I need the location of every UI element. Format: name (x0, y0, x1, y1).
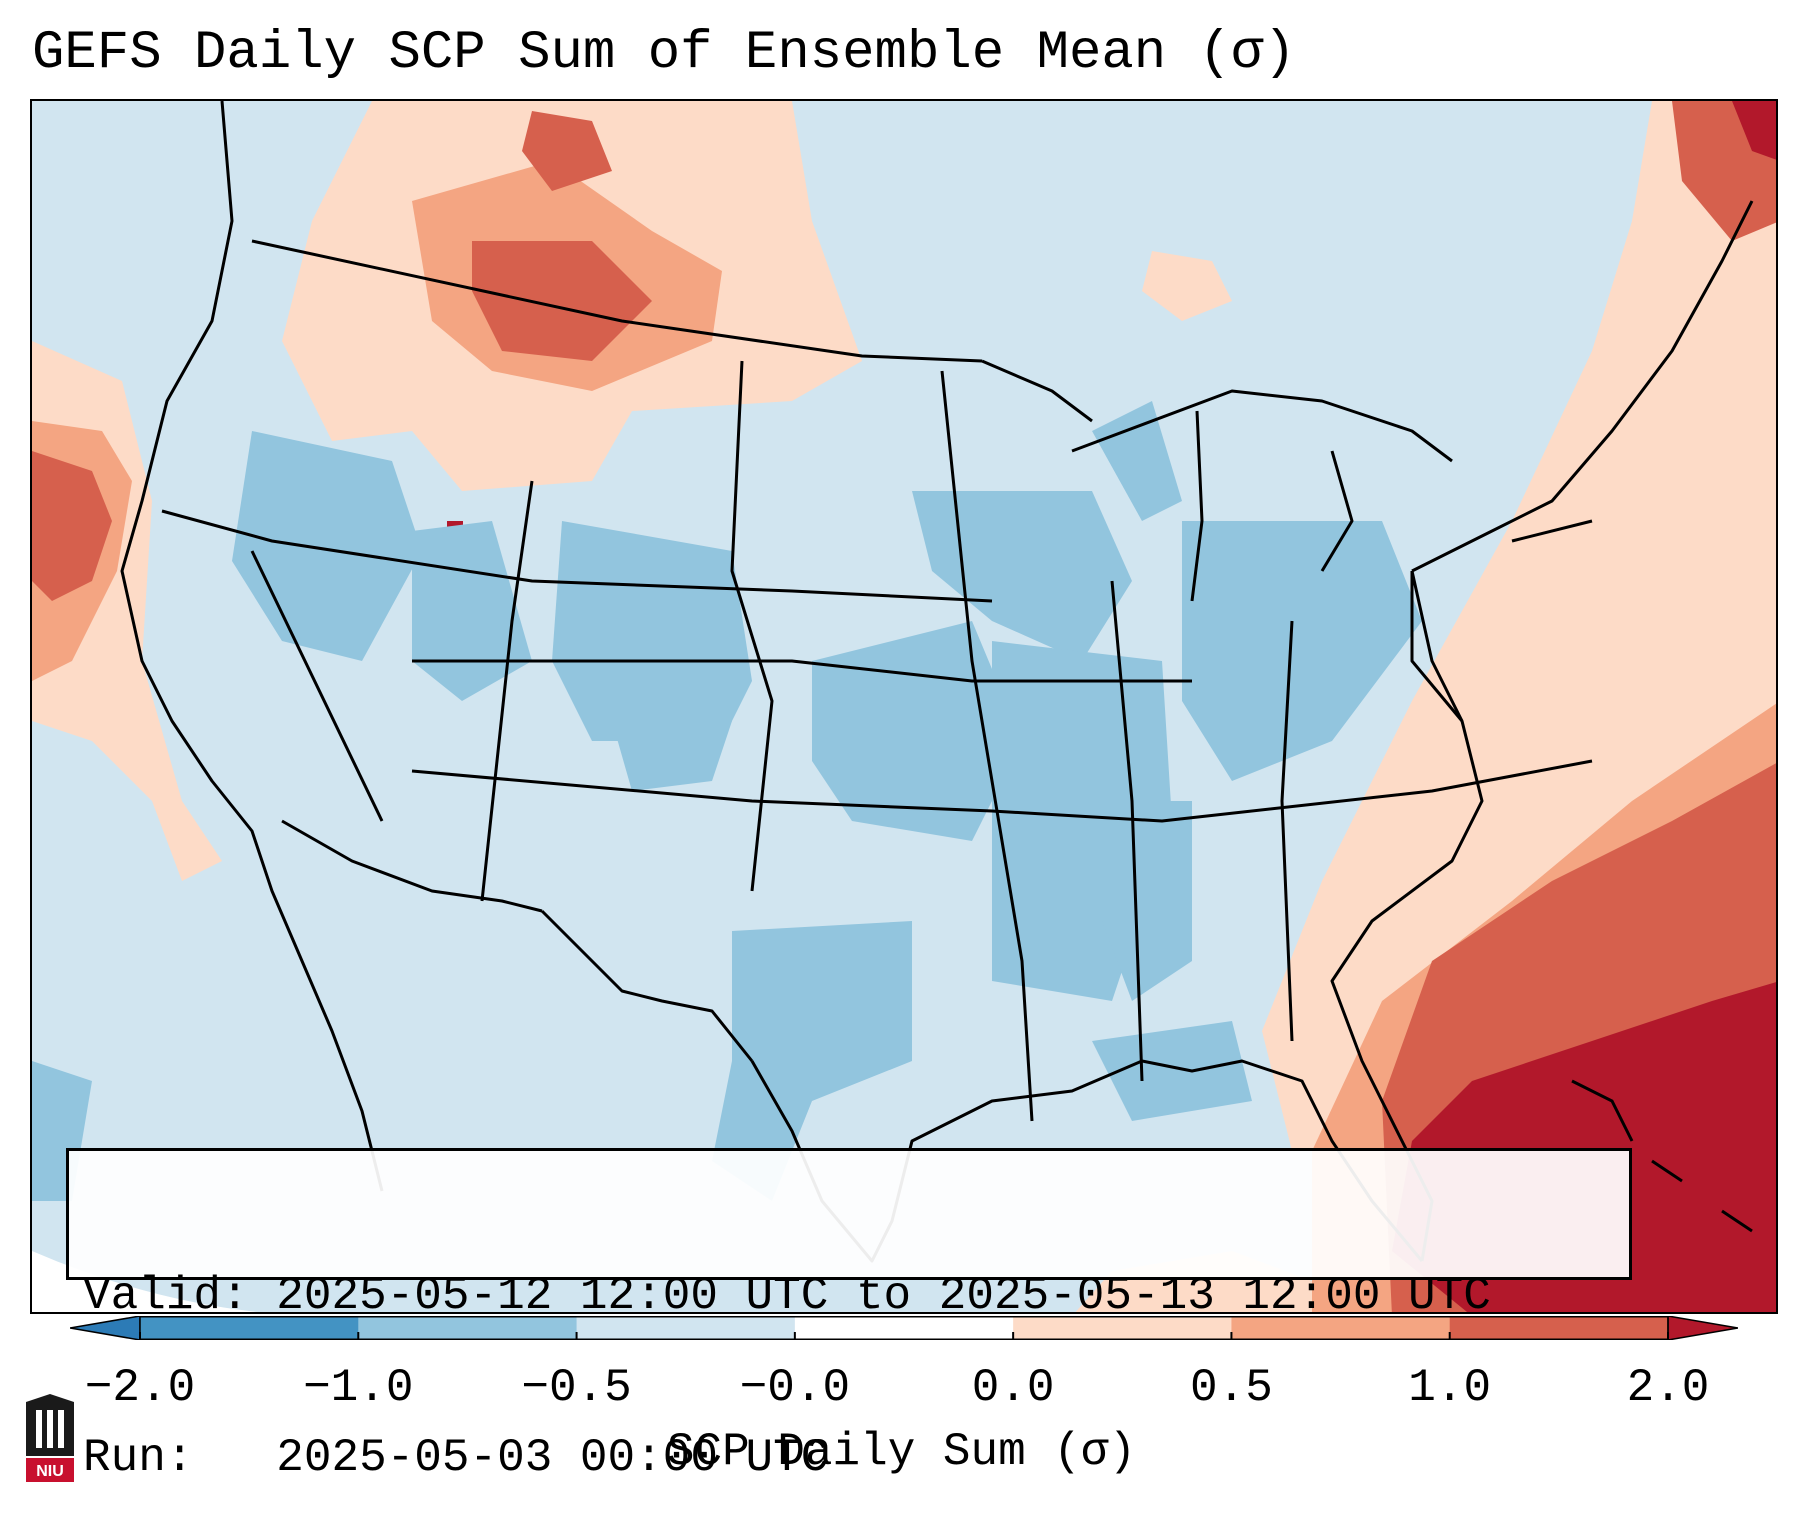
colorbar-bin (576, 1316, 796, 1340)
island-bahamas-3 (1721, 1209, 1753, 1233)
colorbar-tick-label: 0.5 (1190, 1362, 1273, 1414)
northeast-coast (1411, 200, 1754, 573)
logo-text: NIU (36, 1463, 64, 1480)
minnesota-border (981, 359, 1093, 423)
state-line-col-4 (1110, 580, 1144, 1082)
us-mexico-border-east (540, 909, 754, 1062)
state-line-col-3 (940, 370, 1034, 1122)
region-gulf-low (1092, 1021, 1252, 1121)
colorbar-label: SCP Daily Sum (σ) (666, 1426, 1137, 1478)
region-pacific-strong (32, 451, 112, 601)
colorbar-bin (794, 1316, 1014, 1340)
state-line-col-6 (1410, 571, 1464, 722)
region-kansas-oklahoma-low (812, 621, 1022, 841)
run-label: Run: (83, 1432, 194, 1484)
region-wisconsin-low (1092, 401, 1182, 521)
state-line-row-2 (412, 659, 1192, 683)
valid-value: 2025-05-12 12:00 UTC to 2025-05-13 12:00… (276, 1270, 1491, 1322)
region-northeast-corner-max (1732, 101, 1776, 160)
colorbar-tick-label: 0.0 (971, 1362, 1055, 1414)
state-line-row-3 (411, 759, 1593, 823)
region-montana-strong (472, 241, 652, 361)
colorbar-bin (1449, 1316, 1669, 1340)
boundary-lines (120, 101, 1754, 1263)
logo-building-icon (36, 1410, 64, 1448)
colorbar-tick-label: −1.0 (303, 1362, 414, 1414)
state-line-row-1 (161, 509, 993, 603)
great-lakes-shore-north (1071, 389, 1453, 463)
region-ohio-valley-low (1182, 521, 1422, 781)
region-colorado-low (552, 521, 752, 741)
scp-map (32, 101, 1776, 1312)
university-logo-icon: NIU (26, 1394, 74, 1482)
colorbar-tick-label: 2.0 (1626, 1362, 1710, 1414)
region-mississippi-low (1102, 801, 1192, 1001)
caribbean-islands (1571, 1079, 1753, 1233)
region-new-mexico-low (612, 721, 732, 791)
island-bahamas-2 (1651, 1159, 1683, 1183)
colorbar-bin (358, 1316, 578, 1340)
valid-label: Valid: (83, 1270, 249, 1322)
chart-title: GEFS Daily SCP Sum of Ensemble Mean (σ) (32, 23, 1296, 84)
colorbar-tick-label: −0.0 (739, 1362, 851, 1414)
colorbar (70, 1316, 1738, 1340)
region-nevada-low (232, 431, 422, 661)
pacific-coastline (120, 101, 384, 1192)
region-texas-low (712, 921, 912, 1201)
valid-row: Valid: 2025-05-12 12:00 UTC to 2025-05-1… (83, 1269, 1615, 1323)
colorbar-bin (140, 1316, 359, 1340)
region-iowa-low (912, 491, 1132, 661)
california-nevada-line (250, 550, 384, 822)
colorbar-bin (1231, 1316, 1451, 1340)
state-line-col-5 (1280, 620, 1294, 1042)
region-lake-superior-weak (1142, 251, 1232, 321)
lake-huron-shore (1320, 450, 1354, 572)
logo-banner (26, 1458, 74, 1482)
colorbar-outline (139, 1316, 1669, 1340)
us-canada-border-west (251, 239, 983, 363)
lake-michigan-shore (1190, 410, 1204, 602)
colorbar-tick-label: 1.0 (1408, 1362, 1492, 1414)
run-row: Run: 2025-05-03 00:00 UTC (83, 1431, 1615, 1485)
colorbar-extend-high (1667, 1316, 1738, 1340)
us-mexico-border-west (281, 819, 543, 913)
state-line-col-2 (730, 360, 774, 892)
run-value: 2025-05-03 00:00 UTC (276, 1432, 829, 1484)
state-line-northeast (1511, 519, 1593, 543)
state-line-col-1 (480, 480, 534, 902)
colorbar-extend-low (70, 1316, 141, 1340)
map-panel[interactable] (30, 99, 1778, 1314)
projection-edge-blank (32, 1251, 259, 1312)
region-canada-strong (522, 111, 612, 191)
island-bahamas-1 (1571, 1079, 1634, 1142)
colorbar-tick-label: −2.0 (84, 1362, 196, 1414)
colorbar-tick-label: −0.5 (521, 1362, 632, 1414)
colorbar-bin (1013, 1316, 1232, 1340)
validity-info-box: Valid: 2025-05-12 12:00 UTC to 2025-05-1… (66, 1148, 1632, 1484)
